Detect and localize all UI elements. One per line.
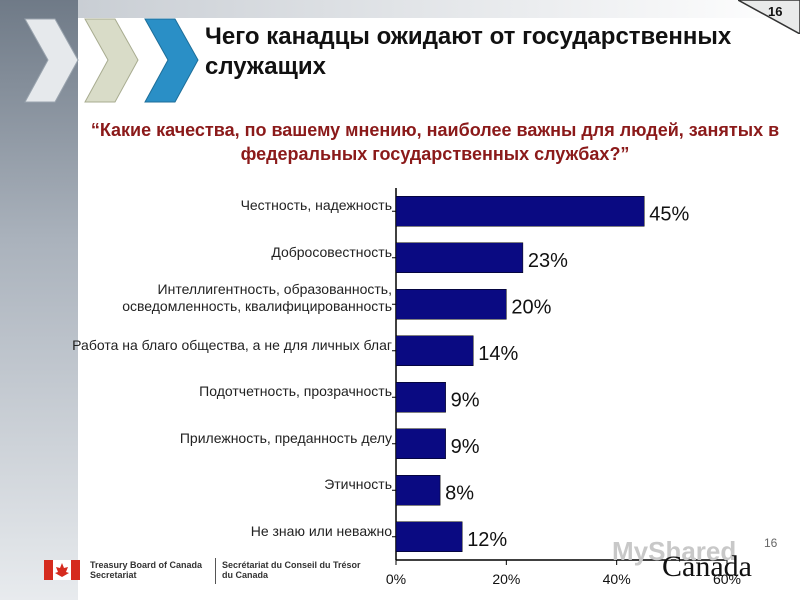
footer: Treasury Board of Canada Secretariat Sec… bbox=[0, 548, 800, 600]
org-name-en-2: Secretariat bbox=[90, 570, 137, 580]
category-label-line: Подотчетность, прозрачность bbox=[199, 383, 392, 400]
category-label-line: Этичность bbox=[324, 476, 392, 493]
bar bbox=[395, 335, 474, 366]
category-label: Этичность bbox=[324, 476, 392, 493]
chevron-arrows-icon bbox=[24, 18, 199, 103]
org-name-fr-2: du Canada bbox=[222, 570, 269, 580]
page-corner-icon bbox=[738, 0, 800, 34]
category-label: Подотчетность, прозрачность bbox=[199, 383, 392, 400]
category-label: Честность, надежность bbox=[241, 197, 392, 214]
data-label: 9% bbox=[451, 389, 480, 411]
bar bbox=[395, 382, 446, 413]
page-number-bottom: 16 bbox=[764, 536, 778, 550]
data-label: 8% bbox=[445, 482, 474, 504]
data-label: 14% bbox=[478, 343, 518, 365]
bar bbox=[395, 428, 446, 459]
bar bbox=[395, 289, 507, 320]
data-label: 12% bbox=[467, 529, 507, 551]
page-title: Чего канадцы ожидают от государственных … bbox=[205, 23, 732, 80]
canada-flag-icon bbox=[44, 560, 80, 580]
x-tick-label: 60% bbox=[713, 571, 741, 587]
footer-divider bbox=[215, 558, 216, 584]
watermark: MyShared bbox=[612, 536, 737, 566]
data-label: 45% bbox=[649, 203, 689, 225]
question-subtitle: “Какие качества, по вашему мнению, наибо… bbox=[90, 120, 780, 164]
category-label-line: Интеллигентность, образованность, bbox=[157, 281, 392, 298]
org-name-en-1: Treasury Board of Canada bbox=[90, 560, 203, 570]
x-tick-label: 0% bbox=[386, 571, 406, 587]
bar bbox=[395, 242, 524, 273]
category-label-line: Добросовестность bbox=[271, 243, 392, 260]
category-label: Прилежность, преданность делу bbox=[180, 430, 392, 447]
org-name-fr-1: Secrétariat du Conseil du Trésor bbox=[222, 560, 361, 570]
category-label-line: Честность, надежность bbox=[240, 197, 392, 214]
category-label-line: Прилежность, преданность делу bbox=[179, 429, 392, 446]
category-label-line: осведомленность, квалифицированность bbox=[122, 298, 392, 315]
top-decor-strip bbox=[78, 0, 800, 18]
data-label: 20% bbox=[511, 296, 551, 318]
bar bbox=[395, 196, 645, 227]
x-tick-label: 40% bbox=[603, 571, 631, 587]
data-label: 9% bbox=[451, 436, 480, 458]
category-label-line: Не знаю или неважно bbox=[250, 522, 392, 539]
category-label: Добросовестность bbox=[271, 244, 392, 261]
slide-number-top: 16 bbox=[768, 4, 783, 19]
data-label: 23% bbox=[528, 250, 568, 272]
category-label: Работа на благо общества, а не для личны… bbox=[72, 337, 392, 354]
category-label: Интеллигентность, образованность, осведом… bbox=[122, 281, 392, 315]
bar bbox=[395, 521, 463, 552]
category-label: Не знаю или неважно bbox=[251, 523, 392, 540]
x-tick-label: 20% bbox=[492, 571, 520, 587]
category-label-line: Работа на благо общества, а не для личны… bbox=[72, 336, 392, 353]
bar bbox=[395, 475, 441, 506]
canada-wordmark: Canada bbox=[662, 550, 752, 583]
